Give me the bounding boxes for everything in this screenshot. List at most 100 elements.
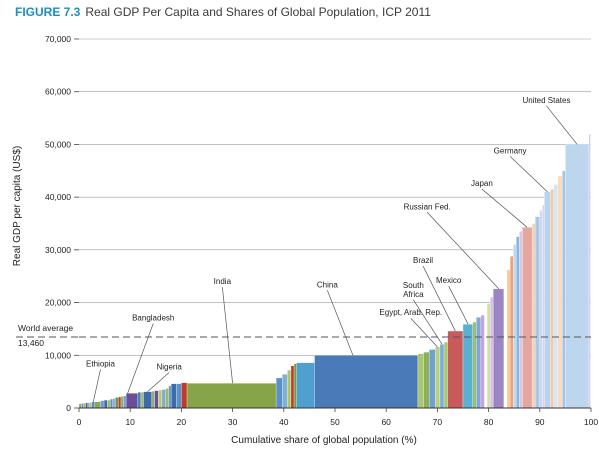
bar-58 [519,231,523,409]
annotations: Ethiopia Bangladesh Nigeria India China Egypt… [86,96,578,402]
annotation-leader [92,369,101,402]
bar-63 [542,204,545,409]
y-tick-label: 50,000 [45,139,71,149]
bar-62 [539,210,543,409]
x-tick-label: 10 [125,417,135,427]
bar-40 [429,349,436,409]
world-average-value: 13,460 [18,338,44,348]
bar-31 [275,377,283,409]
annotation-label: Brazil [413,256,433,265]
bar-64 [544,191,551,409]
annotation-leader [481,188,528,228]
y-tick-label: 0 [66,403,71,413]
bar-60 [531,223,536,409]
bar-56 [513,244,517,409]
x-tick-label: 30 [228,417,238,427]
x-tick-label: 0 [77,417,82,427]
x-tick-label: 100 [584,417,598,427]
annotation-label: South Africa [403,281,424,299]
annotation-leader [410,317,438,348]
bar-2 [83,403,86,409]
bar-8 [100,400,105,409]
bar-19 [140,392,144,409]
y-tick-label: 10,000 [45,350,71,360]
bar-35 [293,363,297,409]
bar-42 [439,344,445,409]
bar-28 [176,383,182,409]
y-tick-label: 20,000 [45,298,71,308]
bar-43 [443,341,448,409]
annotation-label-line: Japan [471,179,493,188]
bar-11 [110,398,113,409]
y-tick-label: 30,000 [45,245,71,255]
annotation-label-line: Mexico [436,276,462,285]
bar-32 [282,374,288,409]
annotation-label-line: South [403,281,424,290]
annotation-label-line: Africa [403,290,424,299]
bar-24 [161,389,166,409]
annotation-label-line: Brazil [413,256,433,265]
bar-54 [506,269,511,409]
y-axis-label: Real GDP per capita (US$) [12,146,23,266]
bar-20 [143,391,152,409]
bar-1 [81,403,84,409]
bar-17 [125,393,139,409]
bar-5 [89,402,92,409]
annotation-leader [546,105,578,145]
axes: 0 10,000 20,000 30,000 40,000 50,000 60,000 70,… [45,34,598,427]
bar-22 [154,390,159,409]
annotation-label: Ethiopia [86,359,115,368]
annotation-label: Mexico [436,276,462,285]
x-tick-label: 50 [330,417,340,427]
bar-14 [118,396,122,409]
bar-57 [516,236,520,409]
bar-33 [287,369,292,409]
bar-41 [435,346,441,409]
bar-46 [472,321,477,409]
annotation-label: China [317,280,338,289]
bar-6 [91,401,96,409]
annotation-label-line: Bangladesh [132,313,174,322]
x-tick-label: 60 [381,417,391,427]
annotation-leader [326,290,354,356]
annotation-label-line: Egypt, Arab. Rep. [379,308,442,317]
annotation-leader [127,323,154,394]
annotation-label-line: Germany [494,146,527,155]
annotation-leader [147,372,170,392]
y-tick-label: 60,000 [45,87,71,97]
bar-65 [550,189,554,409]
x-tick-label: 40 [279,417,289,427]
bar-4 [87,402,90,409]
bar-48 [480,315,485,409]
annotation-label-line: India [214,277,232,286]
annotation-label: Egypt, Arab. Rep. [379,308,442,317]
annotation-label-line: Ethiopia [86,359,115,368]
bar-66 [553,184,558,409]
annotation-leader [426,212,500,290]
y-tick-label: 70,000 [45,34,71,44]
annotation-label: United States [522,96,570,105]
bar-15 [120,396,124,409]
world-average-line: World average 13,460 [16,323,591,348]
chart-title: FIGURE 7.3 Real GDP Per Capita and Shares… [15,5,431,19]
bar-27 [171,383,177,409]
annotation-label: India [214,277,232,286]
bar-18 [137,392,142,409]
chart-title-text: Real GDP Per Capita and Shares of Global… [85,5,431,19]
bar-16 [123,395,127,409]
bar-9 [103,399,108,409]
bar-59 [522,227,533,409]
y-tick-label: 40,000 [45,192,71,202]
annotation-leader [413,299,443,345]
annotation-label-line: Nigeria [156,363,182,372]
annotation-label: Russian Fed. [404,202,451,211]
bar-61 [535,216,540,409]
bar-67 [557,175,563,409]
bar-37 [314,355,419,409]
annotation-label-line: China [317,280,338,289]
world-average-label: World average [18,323,73,333]
annotation-leader [422,265,456,332]
bar-21 [151,390,155,409]
bar-10 [107,399,111,409]
bar-49 [484,311,488,409]
